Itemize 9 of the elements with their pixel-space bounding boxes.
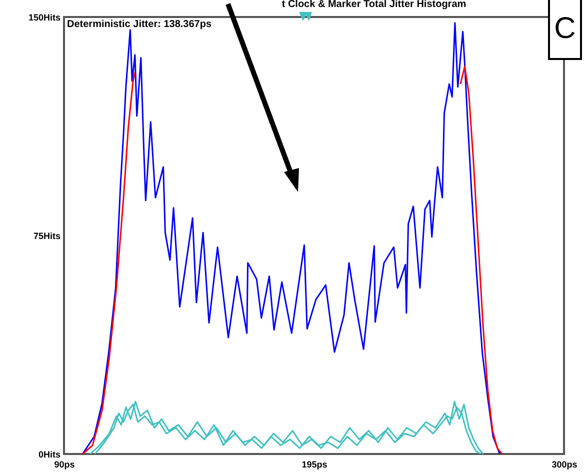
annotation: C (548, 0, 582, 60)
x-tick-label: 90ps (54, 460, 75, 470)
x-tick-label: 195ps (302, 460, 328, 470)
y-tick-label: 0Hits (38, 450, 60, 460)
annotation: Deterministic Jitter: 138.367ps (67, 19, 212, 30)
x-tick-label: 300ps (552, 460, 578, 470)
y-tick-label: 150Hits (28, 12, 60, 22)
chart-title: t Clock & Marker Total Jitter Histogram (282, 0, 466, 10)
y-tick-label: 75Hits (33, 231, 60, 241)
